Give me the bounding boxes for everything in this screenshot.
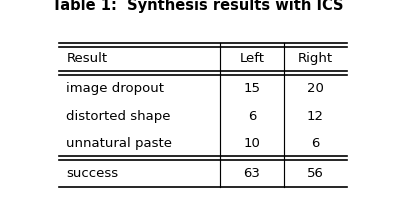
Text: Right: Right: [298, 52, 333, 66]
Text: image dropout: image dropout: [67, 82, 164, 95]
Text: 15: 15: [244, 82, 261, 95]
Text: 6: 6: [311, 137, 320, 151]
Text: Result: Result: [67, 52, 107, 66]
Text: 56: 56: [307, 167, 324, 180]
Text: Left: Left: [240, 52, 265, 66]
Text: distorted shape: distorted shape: [67, 110, 171, 123]
Text: success: success: [67, 167, 118, 180]
Text: 10: 10: [244, 137, 261, 151]
Text: 63: 63: [244, 167, 261, 180]
Text: 6: 6: [248, 110, 256, 123]
Text: 20: 20: [307, 82, 324, 95]
Text: Table 1:  Synthesis results with ICS: Table 1: Synthesis results with ICS: [52, 0, 344, 13]
Text: unnatural paste: unnatural paste: [67, 137, 172, 151]
Text: 12: 12: [307, 110, 324, 123]
